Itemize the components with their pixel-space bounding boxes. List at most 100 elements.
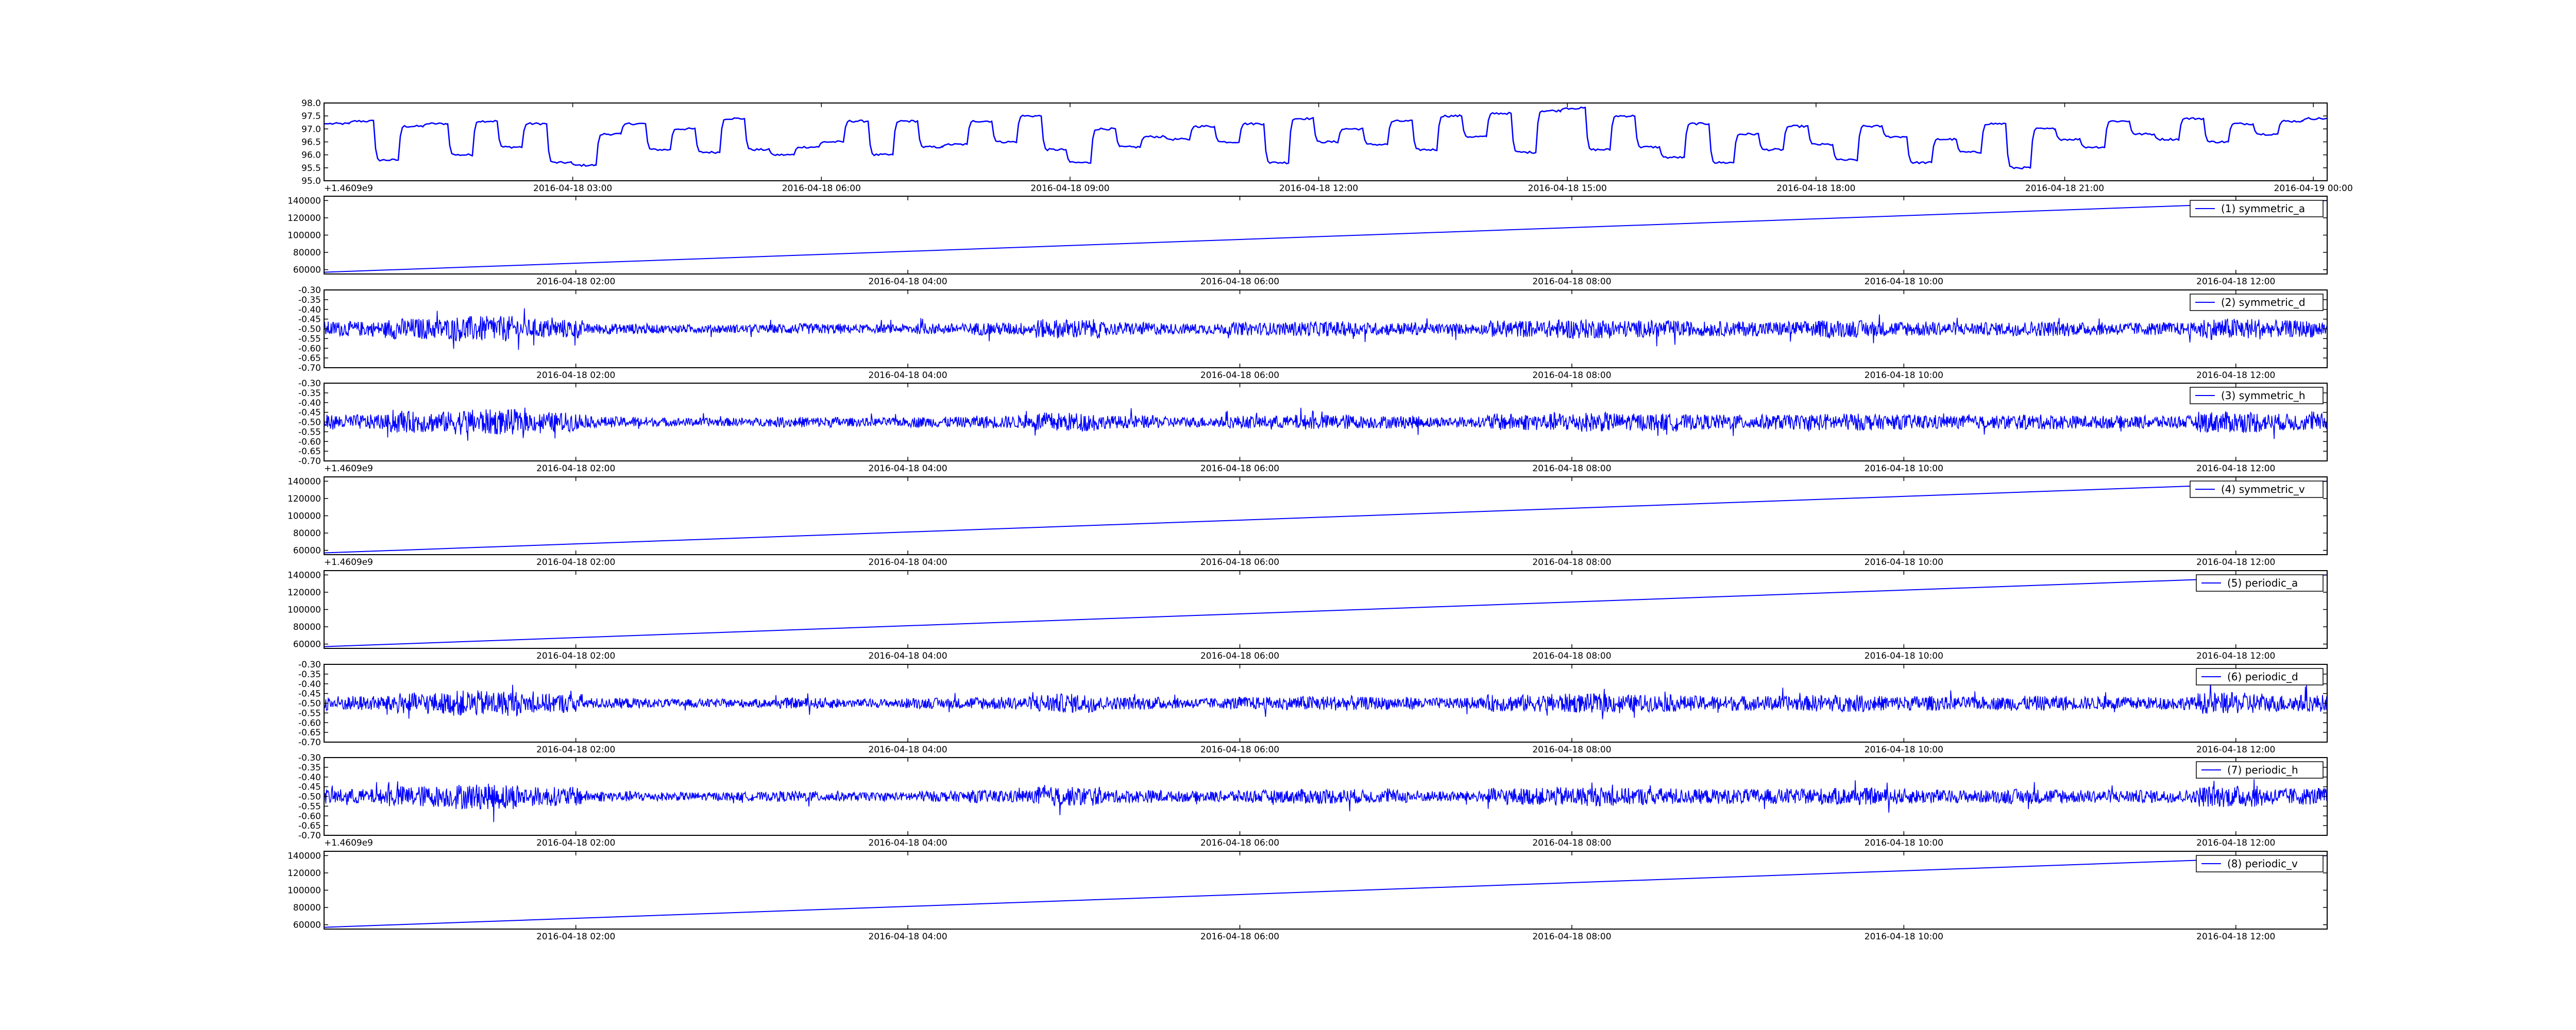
y-tick-label: -0.35 bbox=[298, 295, 321, 305]
legend-label: (3) symmetric_h bbox=[2221, 389, 2306, 402]
x-tick-label: 2016-04-18 02:00 bbox=[536, 557, 615, 568]
y-tick-label: -0.35 bbox=[298, 670, 321, 680]
y-tick-label: -0.30 bbox=[298, 753, 321, 763]
x-tick-label: 2016-04-18 08:00 bbox=[1532, 277, 1611, 287]
x-tick-label: 2016-04-18 06:00 bbox=[1200, 557, 1279, 568]
x-tick-label: 2016-04-18 02:00 bbox=[536, 370, 615, 381]
y-tick-label: 140000 bbox=[287, 476, 321, 487]
x-tick-label: 2016-04-18 10:00 bbox=[1865, 838, 1943, 848]
y-tick-label: 95.5 bbox=[301, 163, 321, 174]
y-tick-label: -0.70 bbox=[298, 363, 321, 373]
x-tick-label: 2016-04-18 08:00 bbox=[1532, 557, 1611, 568]
y-tick-label: -0.55 bbox=[298, 708, 321, 718]
series-line bbox=[324, 308, 2327, 350]
y-tick-label: -0.65 bbox=[298, 821, 321, 831]
y-tick-label: 100000 bbox=[287, 886, 321, 896]
y-tick-label: 140000 bbox=[287, 570, 321, 580]
y-tick-label: -0.40 bbox=[298, 679, 321, 690]
legend-label: (5) periodic_a bbox=[2227, 577, 2298, 589]
panel-3: -0.70-0.65-0.60-0.55-0.50-0.45-0.40-0.35… bbox=[298, 285, 2328, 381]
x-tick-label: 2016-04-18 10:00 bbox=[1865, 464, 1943, 474]
x-tick-label: 2016-04-18 04:00 bbox=[869, 370, 947, 381]
y-tick-label: 60000 bbox=[293, 546, 321, 556]
y-tick-label: -0.45 bbox=[298, 689, 321, 699]
y-tick-label: 97.0 bbox=[301, 124, 321, 134]
x-tick-label: 2016-04-18 10:00 bbox=[1865, 370, 1943, 381]
y-tick-label: 100000 bbox=[287, 511, 321, 522]
y-tick-label: 80000 bbox=[293, 528, 321, 539]
x-offset-label: +1.4609e9 bbox=[324, 557, 373, 568]
x-tick-label: 2016-04-18 09:00 bbox=[1030, 183, 1109, 194]
series-line bbox=[324, 855, 2327, 928]
y-tick-label: 120000 bbox=[287, 588, 321, 598]
x-tick-label: 2016-04-18 02:00 bbox=[536, 277, 615, 287]
y-tick-label: -0.65 bbox=[298, 447, 321, 457]
x-tick-label: 2016-04-18 10:00 bbox=[1865, 277, 1943, 287]
y-tick-label: -0.50 bbox=[298, 699, 321, 709]
y-tick-label: 80000 bbox=[293, 903, 321, 913]
axes-frame bbox=[324, 570, 2328, 649]
y-tick-label: -0.60 bbox=[298, 437, 321, 447]
y-tick-label: -0.70 bbox=[298, 456, 321, 467]
y-tick-label: -0.55 bbox=[298, 801, 321, 812]
y-tick-label: 96.0 bbox=[301, 150, 321, 161]
x-tick-label: 2016-04-18 12:00 bbox=[2196, 557, 2275, 568]
x-tick-label: 2016-04-18 02:00 bbox=[536, 464, 615, 474]
x-tick-label: 2016-04-18 12:00 bbox=[2196, 277, 2275, 287]
y-tick-label: -0.40 bbox=[298, 398, 321, 408]
x-tick-label: 2016-04-18 08:00 bbox=[1532, 464, 1611, 474]
y-tick-label: -0.40 bbox=[298, 772, 321, 783]
y-tick-label: -0.50 bbox=[298, 792, 321, 802]
y-tick-label: -0.70 bbox=[298, 831, 321, 841]
y-tick-label: -0.70 bbox=[298, 737, 321, 748]
x-tick-label: 2016-04-18 12:00 bbox=[2196, 464, 2275, 474]
panel-6: 60000 80000 100000 120000 140000 2016-04-18 0… bbox=[287, 570, 2328, 661]
y-tick-label: -0.55 bbox=[298, 427, 321, 437]
series-line bbox=[324, 779, 2327, 822]
legend-label: (6) periodic_d bbox=[2227, 671, 2298, 683]
x-tick-label: 2016-04-18 12:00 bbox=[2196, 651, 2275, 661]
x-tick-label: 2016-04-18 04:00 bbox=[869, 932, 947, 942]
x-tick-label: 2016-04-18 12:00 bbox=[2196, 838, 2275, 848]
x-tick-label: 2016-04-18 06:00 bbox=[1200, 370, 1279, 381]
x-tick-label: 2016-04-18 06:00 bbox=[1200, 464, 1279, 474]
y-tick-label: 100000 bbox=[287, 231, 321, 241]
legend-label: (8) periodic_v bbox=[2227, 857, 2298, 870]
panel-5: 60000 80000 100000 120000 140000 2016-04-18 0… bbox=[287, 476, 2328, 568]
series-line bbox=[324, 480, 2327, 554]
x-tick-label: 2016-04-18 10:00 bbox=[1865, 932, 1943, 942]
x-tick-label: 2016-04-18 08:00 bbox=[1532, 370, 1611, 381]
x-tick-label: 2016-04-18 04:00 bbox=[869, 464, 947, 474]
axes-frame bbox=[324, 196, 2328, 274]
series-line bbox=[324, 200, 2327, 273]
y-tick-label: -0.65 bbox=[298, 353, 321, 364]
x-offset-label: +1.4609e9 bbox=[324, 838, 373, 848]
panel-9: 60000 80000 100000 120000 140000 2016-04-18 0… bbox=[287, 851, 2328, 942]
x-tick-label: 2016-04-18 12:00 bbox=[1279, 183, 1358, 194]
x-tick-label: 2016-04-18 03:00 bbox=[533, 183, 612, 194]
y-tick-label: -0.45 bbox=[298, 408, 321, 418]
y-tick-label: -0.65 bbox=[298, 728, 321, 738]
panel-8: -0.70-0.65-0.60-0.55-0.50-0.45-0.40-0.35… bbox=[298, 753, 2328, 848]
panel-4: -0.70-0.65-0.60-0.55-0.50-0.45-0.40-0.35… bbox=[298, 379, 2328, 474]
panel-7: -0.70-0.65-0.60-0.55-0.50-0.45-0.40-0.35… bbox=[298, 660, 2328, 755]
x-tick-label: 2016-04-18 08:00 bbox=[1532, 932, 1611, 942]
y-tick-label: -0.50 bbox=[298, 324, 321, 335]
y-tick-label: 140000 bbox=[287, 851, 321, 861]
y-tick-label: 120000 bbox=[287, 868, 321, 879]
axes-frame bbox=[324, 476, 2328, 555]
y-tick-label: 120000 bbox=[287, 213, 321, 224]
y-tick-label: 98.0 bbox=[301, 98, 321, 109]
y-tick-label: 97.5 bbox=[301, 111, 321, 122]
x-tick-label: 2016-04-18 02:00 bbox=[536, 745, 615, 755]
series-line bbox=[324, 680, 2327, 719]
x-offset-label: +1.4609e9 bbox=[324, 464, 373, 474]
x-tick-label: 2016-04-18 12:00 bbox=[2196, 370, 2275, 381]
y-tick-label: -0.30 bbox=[298, 379, 321, 389]
series-line bbox=[324, 407, 2327, 441]
x-tick-label: 2016-04-18 12:00 bbox=[2196, 932, 2275, 942]
y-tick-label: -0.35 bbox=[298, 763, 321, 773]
x-tick-label: 2016-04-18 21:00 bbox=[2025, 183, 2104, 194]
x-tick-label: 2016-04-18 06:00 bbox=[1200, 277, 1279, 287]
y-tick-label: 60000 bbox=[293, 265, 321, 276]
